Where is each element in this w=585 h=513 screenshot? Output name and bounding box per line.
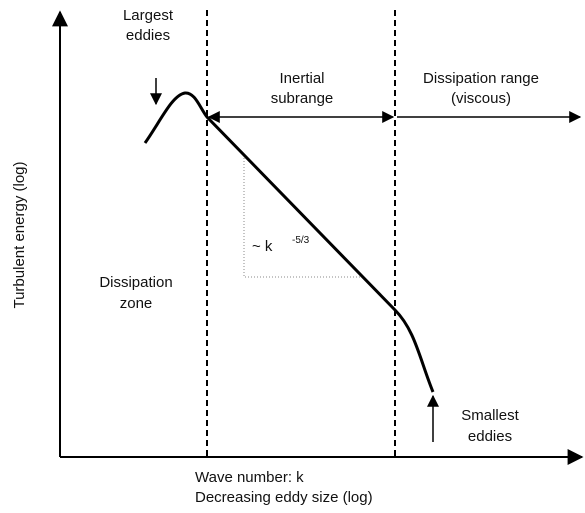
label: Dissipation: [99, 274, 172, 291]
slope-exponent: -5/3: [292, 235, 310, 246]
label: zone: [120, 295, 153, 312]
y-axis-label: Turbulent energy (log): [11, 161, 28, 308]
x-axis-label: Decreasing eddy size (log): [195, 489, 373, 506]
label: Largest: [123, 7, 174, 24]
label: eddies: [126, 27, 170, 44]
label: (viscous): [451, 90, 511, 107]
x-axis-label: Wave number: k: [195, 469, 304, 486]
slope-label: ~ k: [252, 238, 273, 255]
label: Dissipation range: [423, 70, 539, 87]
label: Smallest: [461, 407, 519, 424]
label: eddies: [468, 428, 512, 445]
spectrum-curve: [143, 91, 435, 393]
label: subrange: [271, 90, 334, 107]
label: Inertial: [279, 70, 324, 87]
